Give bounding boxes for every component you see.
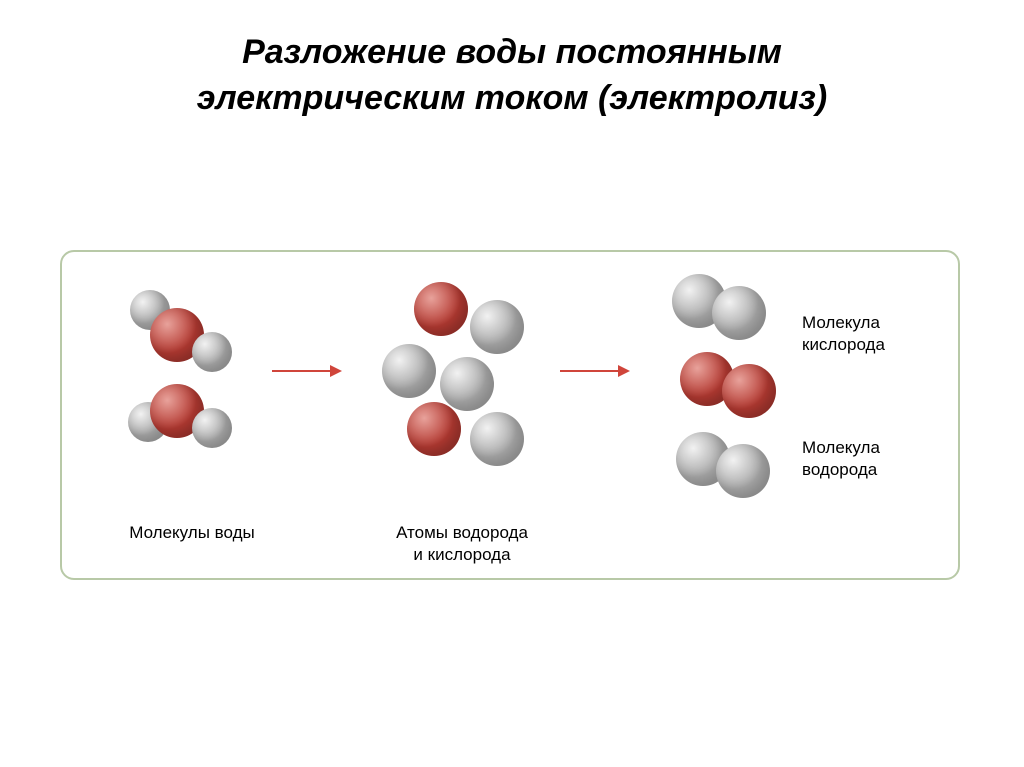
atoms-label-line1: Атомы водорода: [396, 523, 528, 542]
h2-label-line2: водорода: [802, 460, 877, 479]
free-h-atom: [382, 344, 436, 398]
o2-o-atom: [722, 364, 776, 418]
free-h-atom: [470, 300, 524, 354]
free-h-atom: [470, 412, 524, 466]
water-h-atom: [192, 408, 232, 448]
h2-h-atom: [716, 444, 770, 498]
atoms-label: Атомы водорода и кислорода: [362, 522, 562, 566]
page-title: Разложение воды постоянным электрическим…: [0, 0, 1024, 122]
o2-label-line1: Молекула: [802, 313, 880, 332]
h2-h-atom: [712, 286, 766, 340]
title-line-2: электрическим током (электролиз): [197, 79, 827, 117]
diagram-box: Молекула кислорода Молекула водорода Мол…: [60, 250, 960, 580]
title-line-1: Разложение воды постоянным: [242, 33, 782, 71]
o2-label: Молекула кислорода: [802, 312, 885, 356]
h2-label-line1: Молекула: [802, 438, 880, 457]
atoms-label-line2: и кислорода: [413, 545, 510, 564]
free-o-atom: [407, 402, 461, 456]
free-o-atom: [414, 282, 468, 336]
o2-label-line2: кислорода: [802, 335, 885, 354]
water-h-atom: [192, 332, 232, 372]
h2-label: Молекула водорода: [802, 437, 880, 481]
free-h-atom: [440, 357, 494, 411]
water-label: Молекулы воды: [102, 522, 282, 544]
